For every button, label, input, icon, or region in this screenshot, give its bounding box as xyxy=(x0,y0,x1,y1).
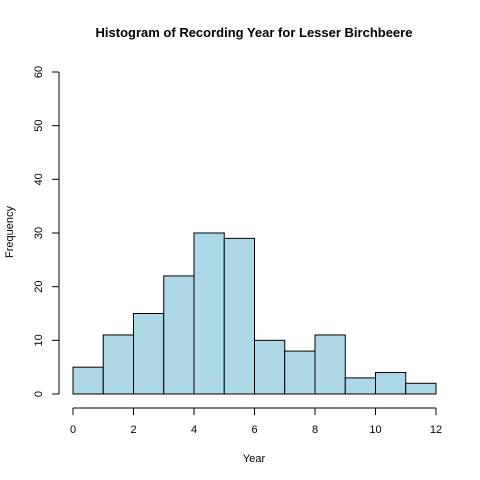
x-axis-label: Year xyxy=(243,453,266,465)
x-tick-label: 4 xyxy=(191,424,197,436)
histogram-bar xyxy=(163,275,195,395)
histogram-bar xyxy=(193,232,225,395)
histogram-bar xyxy=(314,334,346,395)
histogram-bar xyxy=(223,237,255,395)
histogram-bar xyxy=(72,366,104,395)
y-tick-label: 50 xyxy=(33,120,45,132)
y-tick-label: 30 xyxy=(33,227,45,239)
y-ticks-group: 0 10 20 30 40 50 60 xyxy=(33,66,59,397)
y-tick-label: 20 xyxy=(33,281,45,293)
bars-group xyxy=(72,232,437,395)
x-tick-label: 12 xyxy=(430,424,442,436)
x-tick-label: 8 xyxy=(312,424,318,436)
y-tick-label: 10 xyxy=(33,334,45,346)
y-tick-label: 40 xyxy=(33,173,45,185)
histogram-bar xyxy=(284,350,316,395)
x-tick-label: 10 xyxy=(369,424,381,436)
histogram-bar xyxy=(102,334,134,395)
x-tick-label: 6 xyxy=(251,424,257,436)
x-tick-label: 0 xyxy=(70,424,76,436)
y-axis-label: Frequency xyxy=(4,206,16,258)
histogram-bar xyxy=(344,377,376,395)
x-tick-label: 2 xyxy=(130,424,136,436)
y-tick-label: 0 xyxy=(33,391,45,397)
histogram-bar xyxy=(133,313,165,395)
y-tick-label: 60 xyxy=(33,66,45,78)
x-ticks-group: 0 2 4 6 8 10 12 xyxy=(70,408,442,436)
histogram-bar xyxy=(254,339,286,395)
histogram-bar xyxy=(375,372,407,395)
histogram-bar xyxy=(405,382,437,395)
chart-title: Histogram of Recording Year for Lesser B… xyxy=(96,25,413,40)
